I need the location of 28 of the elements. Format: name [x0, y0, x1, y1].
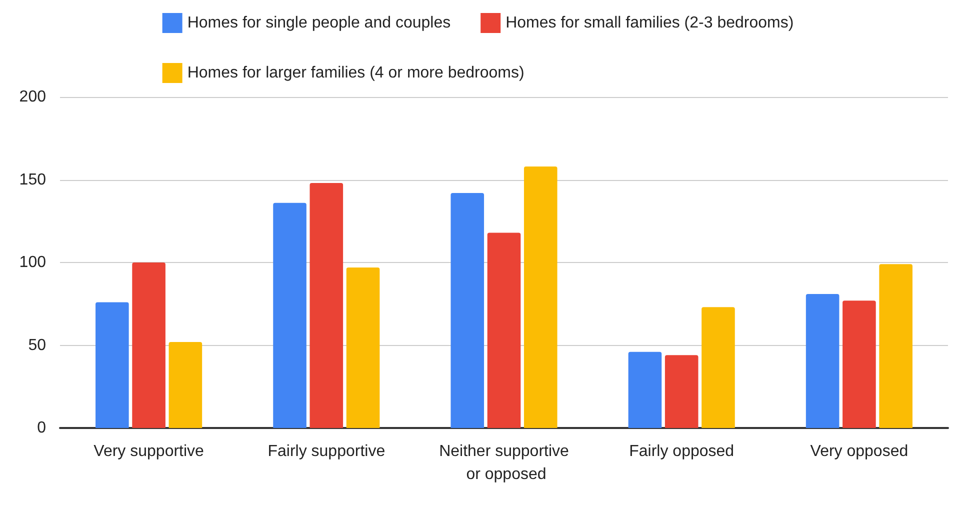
bar: [664, 355, 698, 428]
bar: [346, 267, 380, 428]
bar: [879, 264, 912, 428]
x-tick-label: Very supportive: [94, 443, 204, 460]
bar: [168, 342, 202, 428]
legend-label: Homes for larger families (4 or more bedrooms): [187, 64, 524, 82]
bar: [487, 232, 521, 428]
x-tick-label: Fairly supportive: [268, 443, 386, 460]
y-tick-label: 50: [28, 336, 46, 354]
bar: [310, 183, 344, 428]
bar: [96, 302, 129, 428]
bar: [806, 294, 840, 428]
bar: [132, 262, 166, 428]
bar: [273, 202, 306, 428]
y-tick-label: 100: [19, 254, 46, 271]
x-tick-label: Neither supportive or opposed: [439, 443, 570, 483]
bar: [628, 352, 662, 428]
bar: [524, 166, 558, 428]
x-tick-label: Very opposed: [810, 443, 908, 460]
x-tick-label: Fairly opposed: [629, 443, 734, 460]
y-tick-label: 0: [37, 420, 46, 436]
bar: [702, 307, 735, 428]
legend-label: Homes for small families (2-3 bedrooms): [506, 14, 794, 32]
bar: [450, 192, 484, 428]
y-tick-label: 200: [19, 88, 46, 106]
y-tick-label: 150: [19, 171, 46, 188]
bar: [842, 300, 876, 428]
legend-label: Homes for single people and couples: [187, 14, 451, 32]
